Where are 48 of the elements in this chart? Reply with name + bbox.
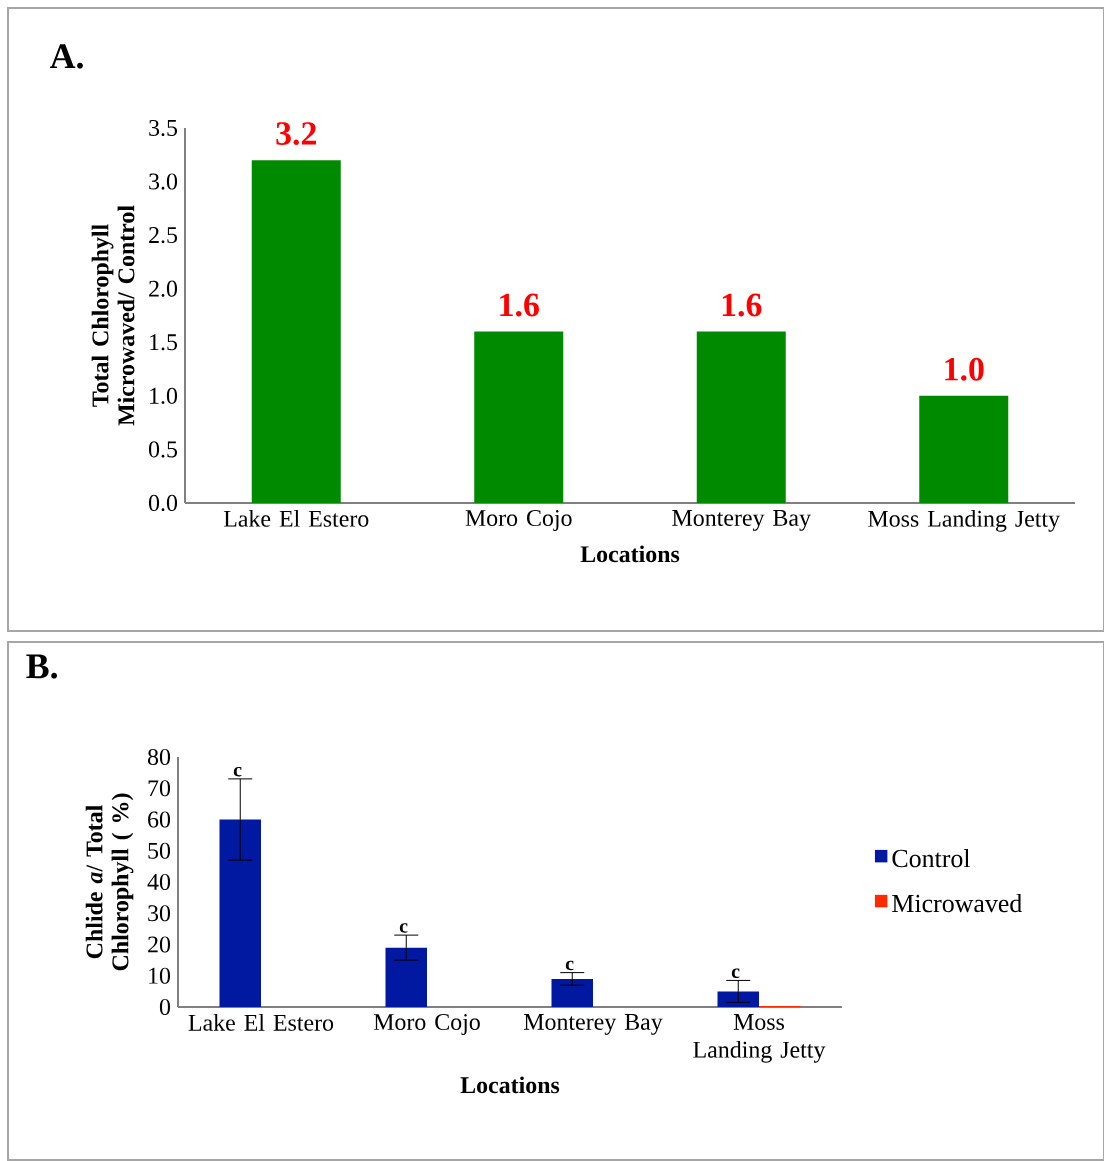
legend-label: Control xyxy=(892,849,971,868)
x-tick-label: Moss Landing Jetty xyxy=(693,1014,826,1063)
y-tick-label: 10 xyxy=(149,967,171,984)
bar xyxy=(919,395,1009,503)
y-axis-title: Total Chlorophyll Microwaved/ Control xyxy=(91,205,135,426)
y-tick-label: 0.5 xyxy=(148,441,178,458)
x-tick-label: Moss Landing Jetty xyxy=(868,510,1060,532)
legend-label: Microwaved xyxy=(892,893,1022,913)
y-tick-label: 0 xyxy=(159,998,171,1016)
chart-title: B. xyxy=(26,654,57,679)
y-tick-label: 30 xyxy=(148,905,171,922)
x-axis-title: Locations xyxy=(460,1076,560,1094)
y-tick-label: 0.0 xyxy=(148,494,178,512)
y-tick-label: 2.0 xyxy=(149,280,178,297)
y-tick-label: 80 xyxy=(147,748,171,766)
bar xyxy=(696,331,786,503)
x-tick-label: Moro Cojo xyxy=(373,1014,480,1035)
annotation: c xyxy=(233,766,242,777)
x-tick-label: Monterey Bay xyxy=(672,510,811,531)
y-tick-label: 20 xyxy=(148,936,171,953)
data-label: 1.0 xyxy=(945,357,984,381)
bar xyxy=(551,978,593,1007)
bar xyxy=(251,160,341,503)
bar xyxy=(219,819,261,1007)
x-tick-label: Lake El Estero xyxy=(223,510,369,527)
annotation: c xyxy=(565,960,574,971)
annotation: c xyxy=(731,968,740,979)
y-tick-label: 2.5 xyxy=(149,227,178,244)
bar xyxy=(474,331,564,503)
y-tick-label: 40 xyxy=(147,873,171,891)
bar xyxy=(385,947,427,1007)
y-tick-label: 1.5 xyxy=(150,334,178,351)
data-label: 3.2 xyxy=(276,122,316,146)
y-tick-label: 50 xyxy=(148,842,171,859)
y-tick-label: 60 xyxy=(148,811,171,828)
chart-title: A. xyxy=(49,44,83,69)
annotation: c xyxy=(399,923,408,933)
x-tick-label: Monterey Bay xyxy=(523,1014,663,1035)
y-tick-label: 70 xyxy=(148,780,171,797)
x-axis-title: Locations xyxy=(580,545,680,563)
data-label: 1.6 xyxy=(722,293,762,317)
x-tick-label: Lake El Estero xyxy=(188,1014,334,1031)
y-tick-label: 1.0 xyxy=(150,387,178,404)
y-tick-label: 3.5 xyxy=(149,119,178,137)
y-tick-label: 3.0 xyxy=(149,173,178,190)
x-tick-label: Moro Cojo xyxy=(465,510,572,531)
bar xyxy=(717,991,759,1007)
data-label: 1.6 xyxy=(500,293,539,317)
